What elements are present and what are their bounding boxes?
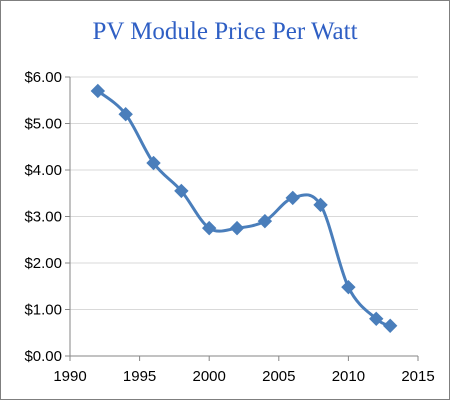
x-tick-label: 2015 [401, 368, 434, 385]
data-point-marker [285, 190, 300, 206]
y-tick-labels: $0.00 $1.00 $2.00 $3.00 $4.00 $5.00 $6.00 [24, 69, 62, 365]
y-tick-label: $2.00 [24, 255, 62, 272]
y-tick-label: $4.00 [24, 162, 62, 179]
data-point-marker [229, 220, 245, 236]
x-tick-label: 1990 [53, 368, 86, 385]
x-tick-labels: 1990 1995 2000 2005 2010 2015 [53, 368, 434, 385]
x-tick-label: 2005 [262, 368, 295, 385]
data-point-marker [146, 155, 161, 171]
y-tick-label: $5.00 [24, 116, 62, 133]
data-point-marker [90, 83, 106, 99]
y-tick-label: $3.00 [24, 209, 62, 226]
x-tick-label: 1995 [123, 368, 156, 385]
x-tick-label: 2010 [332, 368, 365, 385]
y-tick-label: $1.00 [24, 302, 62, 319]
data-point-marker [257, 213, 273, 229]
data-point-marker [341, 279, 356, 295]
x-tick-label: 2000 [193, 368, 226, 385]
chart-title: PV Module Price Per Watt [92, 18, 358, 45]
grid-lines [70, 76, 418, 310]
y-tick-label: $6.00 [24, 69, 62, 86]
data-point-marker [369, 311, 384, 327]
data-point-marker [201, 220, 217, 236]
data-point-marker [313, 197, 328, 213]
data-markers [90, 83, 398, 333]
y-tick-label: $0.00 [24, 348, 62, 365]
data-point-marker [382, 318, 398, 333]
data-point-marker [174, 183, 189, 199]
data-point-marker [118, 106, 133, 122]
axes [65, 76, 419, 361]
